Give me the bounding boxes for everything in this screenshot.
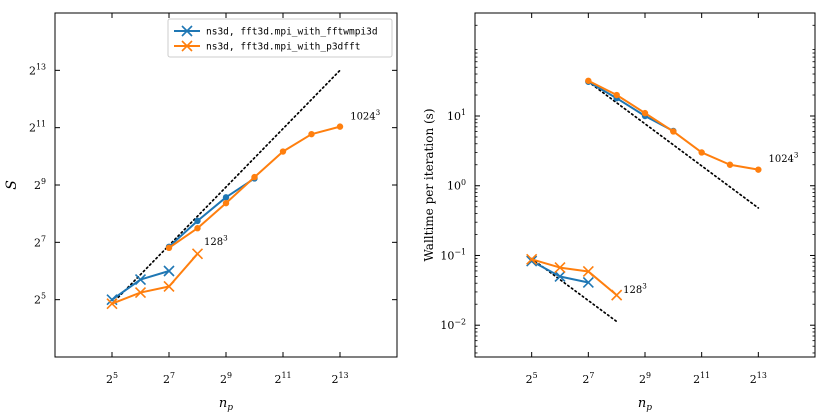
x-tick-label: 25 [526,371,538,386]
data-point-dot [755,166,762,173]
y-tick-label: 211 [29,120,46,135]
legend-marker [181,25,193,37]
chart-panel-2: 25 27 29 211 213 10−2 10−1 100 101 np Walltime per… [422,12,816,413]
data-point-dot [194,217,201,225]
data-point-dot [585,77,592,84]
chart-panel-1: 25 27 29 211 213 25 27 29 211 213 np S 1283 10243 ns3d… [4,12,398,413]
data-point-x-marker [163,265,175,277]
series-line [531,258,618,296]
y-tick-label: 213 [29,62,46,77]
y-axis-label: Walltime per iteration (s) [422,108,436,261]
data-point-x-marker [554,270,566,283]
x-tick-label: 213 [750,371,767,386]
data-point-x-marker [106,298,118,310]
data-point-dot [308,130,315,138]
y-tick-label: 101 [447,108,466,123]
data-point-dot [726,161,734,168]
x-tick-label: 29 [220,371,232,386]
data-point-x-marker [134,286,147,299]
ideal-scaling-line [111,69,341,305]
data-point-dot [336,123,344,130]
y-tick-label: 10−1 [440,248,466,263]
size-annotation: 1283 [623,281,647,296]
y-tick-label: 25 [34,292,46,307]
data-point-x-marker [134,274,147,286]
series-line [587,80,674,132]
data-point-dot [613,91,620,99]
size-annotation: 10243 [768,150,798,165]
data-point-dot [641,109,649,117]
legend-box [167,18,393,58]
size-annotation: 1283 [204,234,228,249]
x-tick-label: 213 [331,371,348,386]
y-axis-label: S [4,180,20,190]
legend-label: ns3d, fft3d.mpi_with_fftwmpi3d [206,27,378,38]
x-axis-label: np [638,396,652,413]
x-tick-label: 211 [274,371,291,386]
series-line [168,177,256,248]
y-tick-label: 27 [34,234,46,249]
plot-frame [54,12,398,358]
data-point-x-marker [526,255,538,267]
y-tick-label: 10−2 [440,317,466,332]
data-point-dot [251,173,258,181]
data-point-dot [670,128,677,135]
data-point-dot [698,149,705,156]
plot-frame [474,12,816,358]
x-tick-label: 211 [693,371,710,386]
x-tick-label: 29 [639,371,651,386]
data-point-dot [194,225,201,232]
legend: ns3d, fft3d.mpi_with_fftwmpi3d ns3d, fft3… [167,18,393,58]
y-tick-label: 100 [447,178,466,193]
data-point-x-marker [554,262,566,274]
plot-area [106,69,344,310]
legend-label: ns3d, fft3d.mpi_with_p3dfft [206,42,360,53]
x-axis-label: np [219,396,233,413]
data-point-dot [222,194,230,201]
data-point-x-marker [611,289,623,301]
size-annotation: 10243 [350,108,380,123]
data-point-x-marker [526,253,538,265]
series-line [111,253,199,305]
data-point-dot [165,244,173,252]
plot-area [526,77,762,323]
ideal-scaling-line [587,80,760,209]
data-point-dot [279,148,287,155]
x-tick-label: 27 [582,371,594,386]
y-tick-label: 29 [34,177,46,192]
data-point-x-marker [191,248,204,260]
data-point-x-marker [582,276,594,289]
data-point-dot [222,199,230,207]
x-tick-label: 27 [163,371,175,386]
x-tick-label: 25 [106,371,118,386]
data-point-x-marker [163,280,175,293]
data-point-x-marker [582,265,594,278]
legend-marker [181,40,193,52]
